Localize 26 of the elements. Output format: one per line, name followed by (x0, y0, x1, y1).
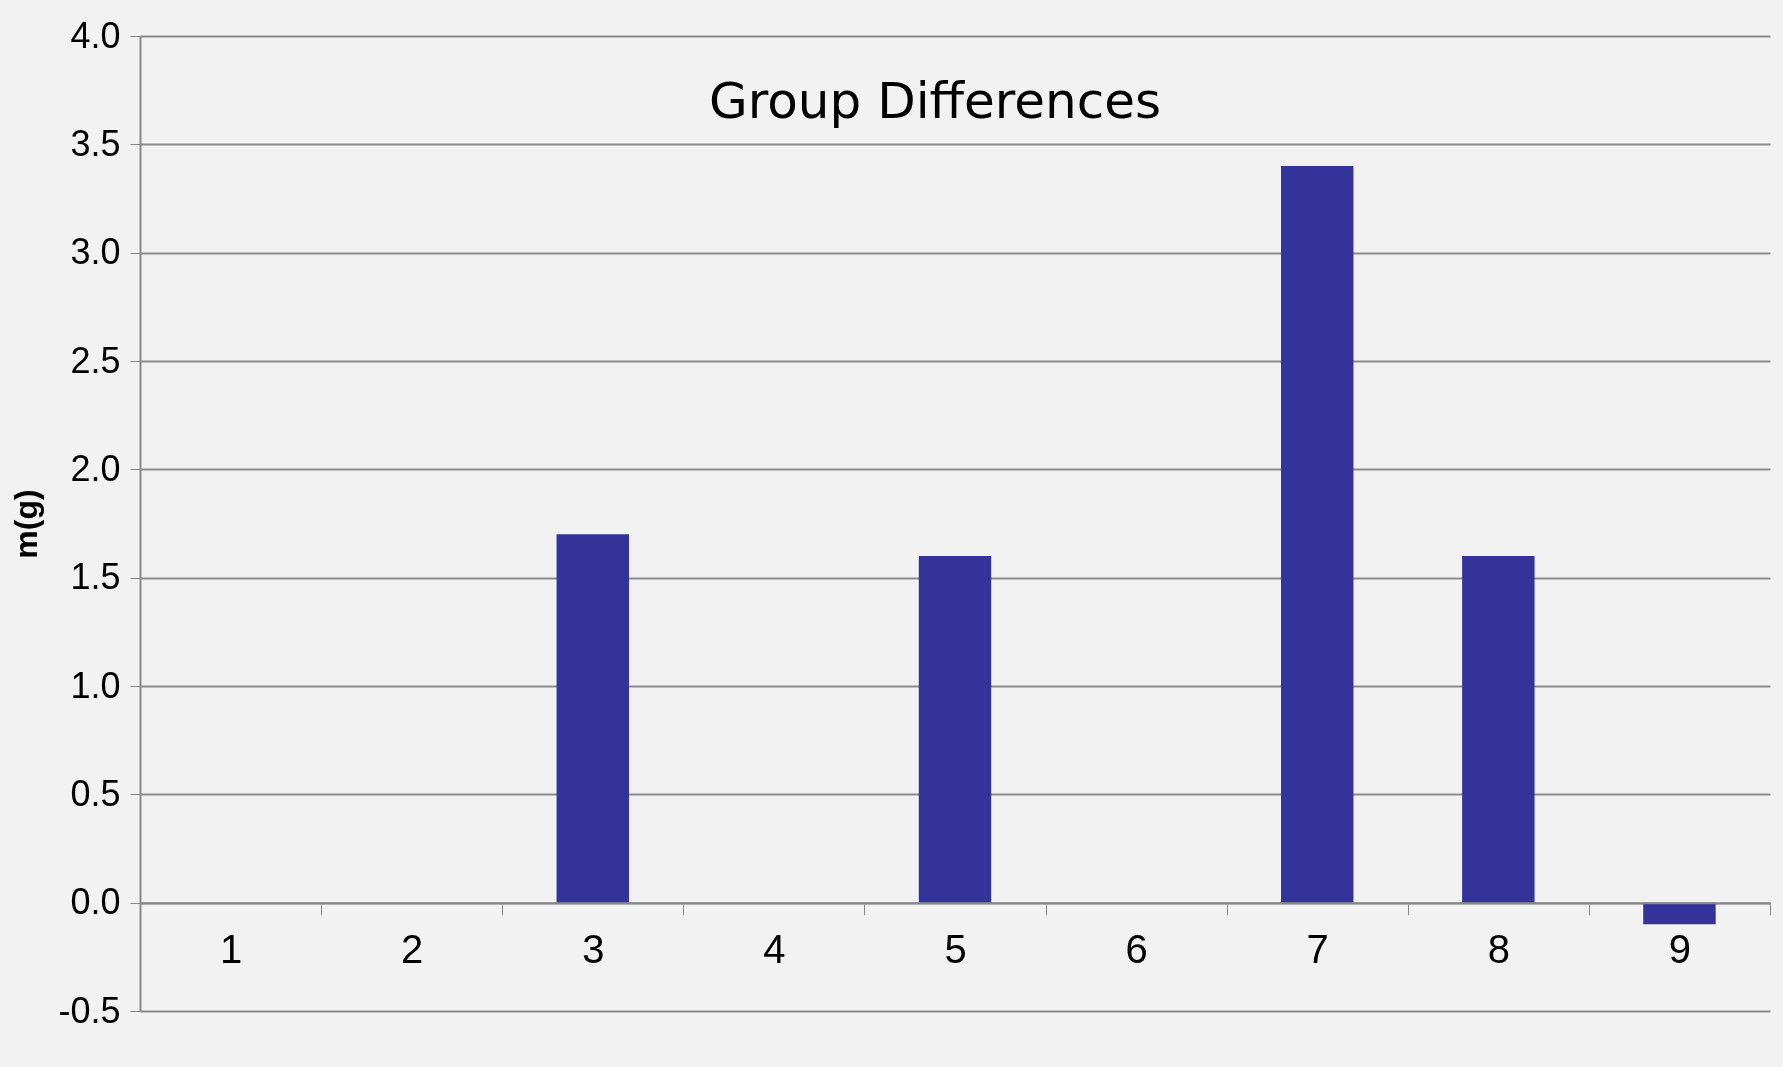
y-tick-label: 1.5 (70, 556, 121, 598)
x-tick-label: 9 (1668, 927, 1692, 972)
x-tick-label: 8 (1487, 927, 1510, 972)
y-tick-label: 0.5 (70, 772, 121, 814)
x-tick-label: 7 (1306, 927, 1329, 972)
y-tick-label: 3.0 (70, 231, 121, 273)
bar (1643, 902, 1716, 925)
bar (556, 534, 629, 903)
x-tick-label: 1 (219, 927, 243, 972)
x-tick-label: 4 (763, 927, 786, 972)
bar (918, 556, 992, 903)
y-tick-label: 0.0 (70, 881, 121, 923)
x-tick-label: 3 (582, 927, 605, 972)
y-tick-label: 2.5 (70, 339, 121, 381)
y-tick-label: 3.5 (70, 122, 121, 164)
y-tick-label: 2.0 (70, 447, 121, 489)
x-tick-label: 5 (944, 927, 967, 972)
bar (1462, 556, 1535, 903)
x-tick-label: 2 (401, 927, 424, 972)
y-tick-label: 1.0 (70, 664, 121, 706)
y-axis-title: m(g) (8, 489, 45, 559)
x-tick-label: 6 (1125, 927, 1148, 972)
y-tick-label: -0.5 (58, 989, 121, 1031)
text: Group Differences (709, 72, 1161, 130)
bar (1281, 166, 1354, 903)
y-tick-label: 4.0 (70, 14, 121, 56)
